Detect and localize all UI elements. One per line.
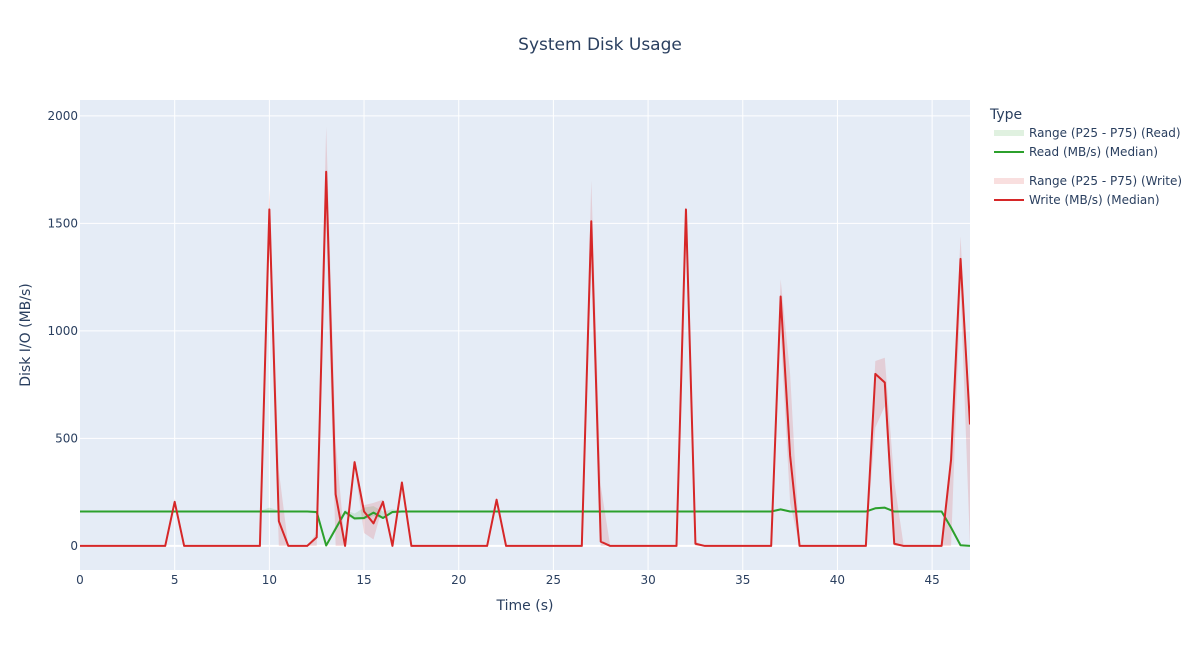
legend-item-label: Range (P25 - P75) (Write): [1029, 174, 1182, 188]
y-tick-label: 500: [55, 431, 78, 445]
x-tick-label: 5: [171, 573, 179, 587]
y-tick-label: 1000: [47, 324, 78, 338]
chart-title: System Disk Usage: [518, 35, 682, 55]
plot-background: [80, 100, 970, 570]
x-tick-label: 40: [830, 573, 845, 587]
x-tick-label: 0: [76, 573, 84, 587]
legend-item-label: Write (MB/s) (Median): [1029, 193, 1160, 207]
median-line: [80, 506, 970, 547]
legend-swatch-band: [994, 130, 1024, 136]
x-tick-label: 35: [735, 573, 750, 587]
y-tick-label: 0: [70, 539, 78, 553]
x-axis-title: Time (s): [496, 598, 554, 614]
y-tick-label: 1500: [47, 216, 78, 230]
series-marks: [80, 126, 970, 547]
legend-title: Type: [989, 107, 1022, 123]
x-tick-label: 15: [356, 573, 371, 587]
x-tick-labels: 0 5 10 15 20 25 30 35 40 45: [76, 573, 940, 587]
y-tick-label: 2000: [47, 109, 78, 123]
x-tick-label: 20: [451, 573, 466, 587]
y-axis-title: Disk I/O (MB/s): [18, 283, 34, 386]
median-line: [80, 170, 970, 547]
legend-item-label: Read (MB/s) (Median): [1029, 145, 1158, 159]
legend-item-label: Range (P25 - P75) (Read): [1029, 126, 1181, 140]
legend: Type Range (P25 - P75) (Read) Read (MB/s)…: [989, 107, 1182, 207]
legend-swatch-band: [994, 178, 1024, 184]
y-tick-labels: 0 500 1000 1500 2000: [47, 109, 78, 553]
x-tick-label: 25: [546, 573, 561, 587]
x-tick-label: 10: [262, 573, 277, 587]
x-tick-label: 30: [640, 573, 655, 587]
x-tick-label: 45: [924, 573, 939, 587]
